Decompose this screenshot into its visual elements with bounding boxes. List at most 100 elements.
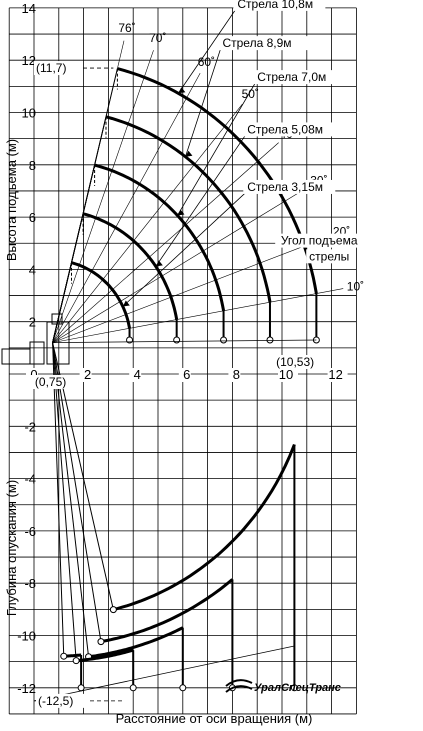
boom-label-leader	[177, 82, 256, 216]
depth-boom-outline	[52, 342, 90, 657]
annotation: (0,75)	[35, 375, 66, 389]
y-tick-label: 14	[22, 1, 36, 16]
angle-ray	[52, 104, 243, 343]
depth-boom-tip	[60, 652, 68, 660]
logo-swoosh-icon	[225, 679, 253, 693]
y-tick-label: 4	[29, 262, 36, 277]
depth-curve-4	[76, 648, 134, 663]
annotation-bg	[275, 233, 364, 248]
boom-label-arrow	[178, 87, 186, 94]
x-tick-bg	[327, 368, 348, 382]
annotation: (11,7)	[36, 61, 66, 75]
angle-ray	[52, 40, 125, 343]
lift-hook	[220, 336, 228, 344]
angle-label: 50˚	[242, 87, 259, 101]
boom-label-leader	[185, 49, 221, 157]
x-tick-label: 12	[328, 367, 342, 382]
x-tick-label: 6	[183, 367, 190, 382]
crane-base-icon	[1, 313, 70, 365]
boom-label-arrow	[177, 209, 185, 216]
annotation: Угол подъема	[281, 234, 358, 248]
x-tick-bg	[178, 368, 191, 382]
y-tick-label: -8	[24, 576, 36, 591]
angle-ray	[52, 288, 344, 343]
annotation: (-12,5)	[38, 694, 73, 708]
lift-hook	[173, 336, 181, 344]
depth-boom-outline	[52, 342, 77, 661]
lift-curve-2	[82, 212, 179, 320]
y-axis-label-top: Высота подъема (м)	[4, 139, 19, 261]
x-tick-label: 8	[233, 367, 240, 382]
depth-envelope-line	[33, 645, 295, 702]
logo-text: УралСпецТранс	[254, 682, 341, 694]
angle-ray	[52, 50, 154, 343]
annotations: (11,7) (0,75) (10,53) (-12,5) Угол подъемаст…	[27, 61, 364, 708]
boom-label-arrow	[155, 260, 163, 267]
x-tick-bg	[129, 368, 142, 382]
y-tick-label: -2	[24, 419, 36, 434]
boom-label: Стрела 3,15м	[247, 180, 323, 194]
annotation-bg	[306, 249, 353, 264]
boom-label-leader	[155, 135, 246, 267]
depth-boom-outline	[52, 342, 65, 657]
depth-hook	[77, 684, 85, 692]
annotation-bg	[36, 693, 89, 708]
boom-label-bg	[243, 122, 336, 137]
boom-label-bg	[233, 0, 326, 11]
depth-hook	[290, 684, 298, 692]
depth-hook	[129, 684, 137, 692]
lift-curve-3	[94, 163, 226, 312]
depth-curve-3	[88, 626, 184, 659]
annotation: (10,53)	[276, 355, 314, 369]
y-tick-label: -12	[17, 681, 36, 696]
y-tick-label: 12	[22, 53, 36, 68]
depth-hook	[179, 684, 187, 692]
y-tick-label: 10	[22, 106, 36, 121]
lift-hook	[266, 336, 274, 344]
y-tick-label: -4	[24, 472, 36, 487]
lift-envelope-line	[52, 339, 317, 344]
boom-label-arrow	[185, 150, 193, 157]
boom-label: Стрела 8,9м	[222, 36, 291, 50]
company-logo: УралСпецТранс	[225, 679, 341, 694]
depth-boom-tip	[97, 638, 105, 646]
angle-ray	[52, 186, 309, 343]
boom-label: Стрела 10,8м	[237, 0, 313, 11]
y-axis-label-bottom: Глубина опускания (м)	[4, 480, 19, 616]
x-axis-label: Расстояние от оси вращения (м)	[116, 711, 313, 726]
x-tick-label: 4	[134, 367, 141, 382]
boom-label-arrow	[122, 300, 130, 307]
boom-label: Стрела 5,08м	[247, 122, 323, 136]
angle-label: 76˚	[118, 21, 135, 35]
angle-ray	[52, 142, 279, 343]
boom-label-bg	[253, 70, 346, 85]
angle-ray	[52, 72, 201, 343]
boom-label-leader	[178, 9, 236, 94]
x-tick-bg	[278, 368, 298, 382]
y-tick-label: 8	[29, 158, 36, 173]
x-tick-label: 0	[30, 367, 37, 382]
y-tick-label: 6	[29, 210, 36, 225]
depth-boom-tip	[72, 657, 80, 665]
boom-label-bg	[243, 179, 336, 194]
boom-label-leader	[122, 192, 246, 307]
depth-curve-2	[100, 578, 234, 644]
annotation: стрелы	[309, 249, 349, 263]
annotation-bg	[268, 355, 322, 369]
y-tick-label: -6	[24, 524, 36, 539]
annotation-bg	[27, 375, 74, 389]
x-tick-label: 2	[84, 367, 91, 382]
boom-label-bg	[218, 36, 311, 51]
lift-curve-4	[105, 115, 272, 303]
angle-ray	[52, 235, 331, 343]
angle-label: 10˚	[347, 279, 364, 293]
reach-curves: 76˚70˚60˚50˚40˚30˚20˚10˚Стрела 10,8мСтре…	[33, 0, 364, 702]
depth-boom-tip	[109, 606, 117, 614]
boom-label: Стрела 7,0м	[257, 70, 326, 84]
x-tick-bg	[79, 368, 92, 382]
y-tick-label: -10	[17, 629, 36, 644]
lift-curve-1	[71, 261, 131, 329]
angle-label: 70˚	[149, 31, 166, 45]
x-tick-bg	[228, 368, 241, 382]
